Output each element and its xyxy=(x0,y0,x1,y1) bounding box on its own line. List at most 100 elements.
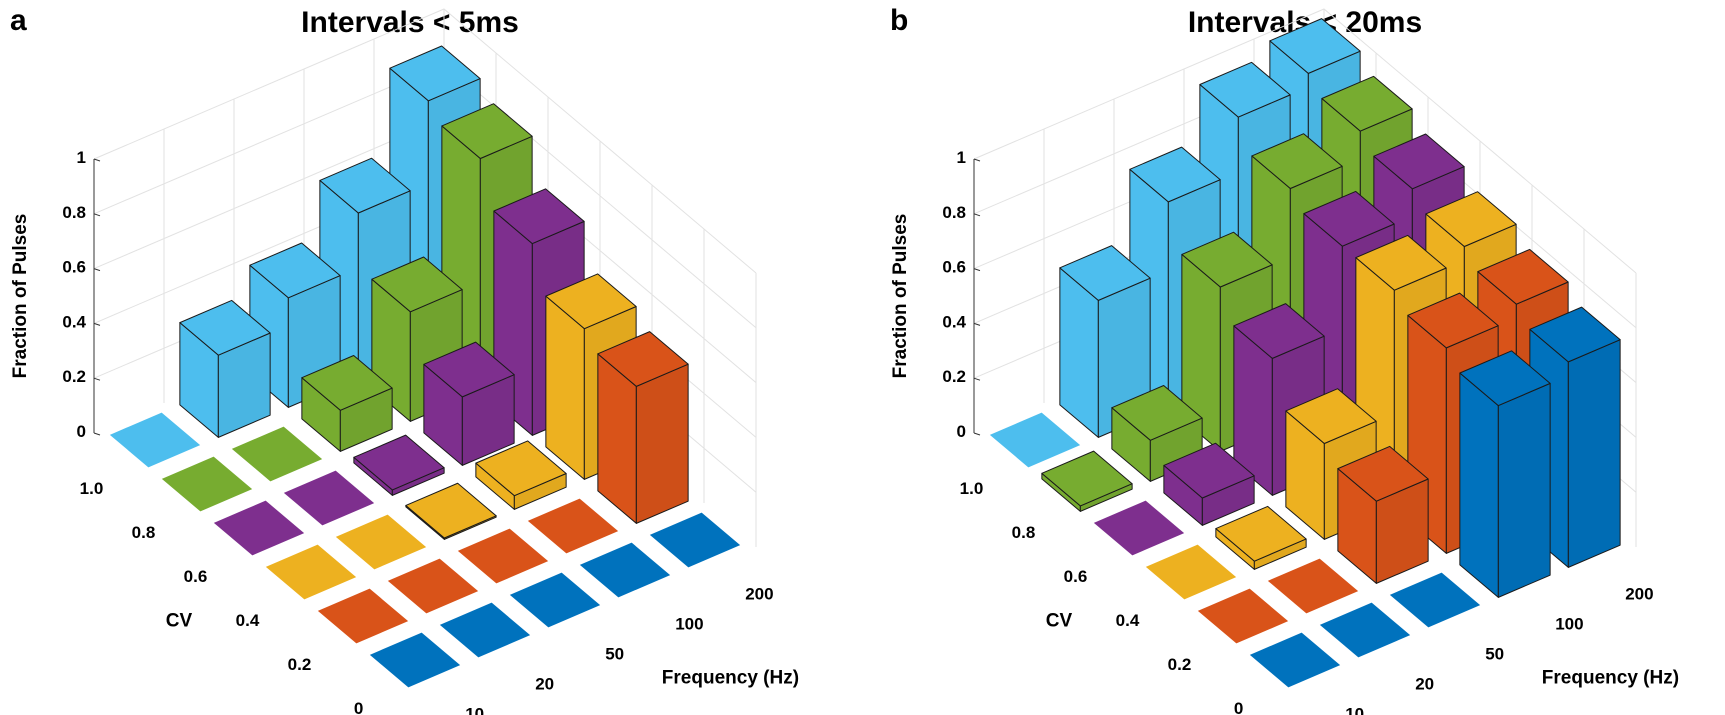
bar xyxy=(597,331,689,524)
floor-tile xyxy=(335,514,427,570)
y-tick-label: 0.8 xyxy=(132,523,156,542)
bar xyxy=(405,482,497,540)
bar xyxy=(1197,588,1289,644)
y-tick-label: 0 xyxy=(354,699,363,715)
bar xyxy=(387,558,479,614)
bar xyxy=(527,498,619,554)
bar xyxy=(1145,544,1237,600)
y-tick-label: 1.0 xyxy=(80,479,104,498)
y-tick-label: 0.4 xyxy=(1116,611,1140,630)
bar-top-face xyxy=(1373,133,1465,190)
bar-top-face xyxy=(1111,385,1203,441)
y-tick-label: 0.6 xyxy=(1064,567,1088,586)
bar-top-face xyxy=(475,440,567,497)
y-tick-label: 0 xyxy=(1234,699,1243,715)
bar-top-face xyxy=(1477,248,1569,305)
x-tick-label: 200 xyxy=(1625,584,1653,603)
bar xyxy=(457,528,549,584)
bar-top-face xyxy=(1407,292,1499,349)
bar xyxy=(1111,385,1203,482)
chart-title: Intervals < 5ms xyxy=(301,6,519,39)
x-axis-label: Frequency (Hz) xyxy=(1542,668,1679,689)
z-axis-label: Fraction of Pulses xyxy=(10,214,31,379)
bar-top-face xyxy=(1129,146,1221,203)
x-tick-label: 200 xyxy=(745,584,773,603)
bar-top-face xyxy=(1355,234,1447,291)
y-tick-label: 0.2 xyxy=(288,655,312,674)
floor-tile xyxy=(231,426,323,482)
bar-top-face xyxy=(1233,303,1325,359)
z-tick xyxy=(93,432,101,436)
y-tick-label: 0.6 xyxy=(184,567,208,586)
floor-tile xyxy=(1389,572,1481,628)
x-tick-label: 10 xyxy=(465,704,484,715)
bar-top-face xyxy=(545,273,637,330)
bar-top-face xyxy=(597,331,689,387)
z-tick-label: 0.8 xyxy=(942,203,966,222)
x-tick-label: 20 xyxy=(1415,674,1434,693)
z-tick-label: 1 xyxy=(957,148,966,167)
bars xyxy=(989,18,1621,688)
y-axis-label: CV xyxy=(1046,610,1073,631)
x-tick-label: 50 xyxy=(605,644,624,663)
y-axis-label: CV xyxy=(166,610,193,631)
bar xyxy=(509,572,601,628)
bar xyxy=(1249,632,1341,688)
bar xyxy=(1319,602,1411,658)
bar-top-face xyxy=(493,188,585,245)
bar-top-face xyxy=(423,341,515,398)
bar xyxy=(317,588,409,644)
bar xyxy=(545,273,637,480)
bar xyxy=(475,440,567,510)
z-tick-label: 0.4 xyxy=(942,312,966,331)
z-tick-label: 1 xyxy=(77,148,86,167)
bar xyxy=(423,341,515,466)
bar xyxy=(353,434,445,496)
bar-top-face xyxy=(1337,445,1429,502)
bar-top-face xyxy=(441,103,533,159)
bar xyxy=(179,299,271,438)
bar-top-face xyxy=(1163,442,1255,499)
bar xyxy=(109,412,201,468)
z-tick xyxy=(93,268,101,272)
floor-tile xyxy=(283,470,375,526)
bar xyxy=(439,602,531,658)
z-tick-label: 0 xyxy=(957,422,966,441)
z-tick xyxy=(93,158,101,162)
bar-top-face xyxy=(353,434,445,491)
bar-top-face xyxy=(249,242,341,299)
y-tick-label: 0.8 xyxy=(1012,523,1036,542)
bar xyxy=(649,512,741,568)
floor-tile xyxy=(369,632,461,688)
floor-tile xyxy=(161,456,253,512)
z-tick xyxy=(93,322,101,326)
floor-tile xyxy=(457,528,549,584)
bar xyxy=(1041,450,1133,512)
y-tick-label: 0.2 xyxy=(1168,655,1192,674)
bar xyxy=(1163,442,1255,526)
floor-tile xyxy=(265,544,357,600)
bar xyxy=(161,456,253,512)
x-tick-label: 10 xyxy=(1345,704,1364,715)
floor-tile xyxy=(1319,602,1411,658)
bar xyxy=(1267,558,1359,614)
bar xyxy=(579,542,671,598)
bar-top-face xyxy=(1181,231,1273,288)
bar-top-face xyxy=(1269,18,1361,74)
bar xyxy=(1215,505,1307,570)
floor-tile xyxy=(509,572,601,628)
bar-top-face xyxy=(405,482,497,539)
floor-tile xyxy=(1249,632,1341,688)
bar xyxy=(231,426,323,482)
bar xyxy=(283,470,375,526)
bar xyxy=(213,500,305,556)
bar-front-face xyxy=(1497,382,1551,598)
bar-top-face xyxy=(301,355,393,411)
panel-b: b Intervals < 20ms00.20.40.60.81Fraction … xyxy=(890,4,1679,715)
floor-tile xyxy=(1145,544,1237,600)
bar-top-face xyxy=(1041,450,1133,507)
bar xyxy=(335,514,427,570)
z-tick-label: 0.2 xyxy=(62,367,86,386)
floor-tile xyxy=(579,542,671,598)
